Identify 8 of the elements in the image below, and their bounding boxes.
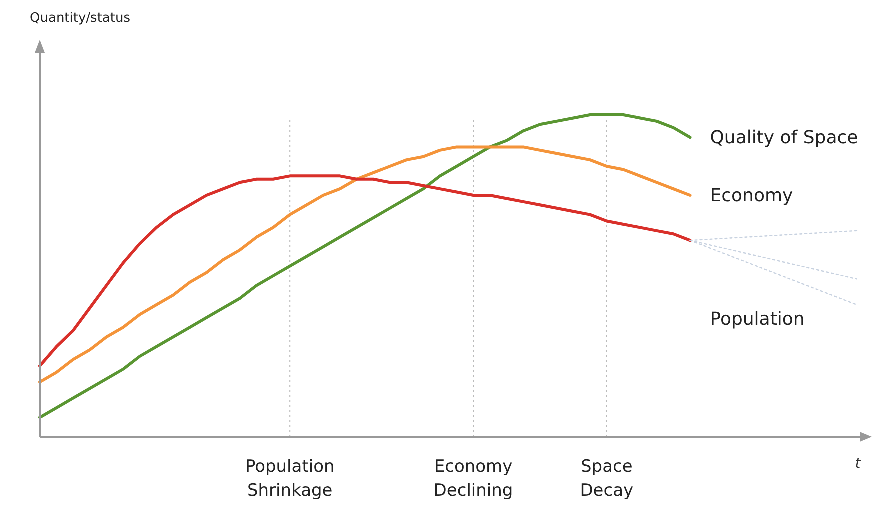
series-label: Economy	[710, 186, 794, 206]
x-tick-label: Economy Declining	[434, 457, 514, 501]
x-tick-label: Population Shrinkage	[245, 457, 335, 501]
x-tick-label: Space Decay	[580, 457, 634, 501]
x-axis-title: t	[855, 456, 862, 472]
text: Quantity/status	[30, 11, 131, 26]
text: Population	[710, 308, 805, 330]
series-label: Quality of Space	[710, 128, 858, 149]
